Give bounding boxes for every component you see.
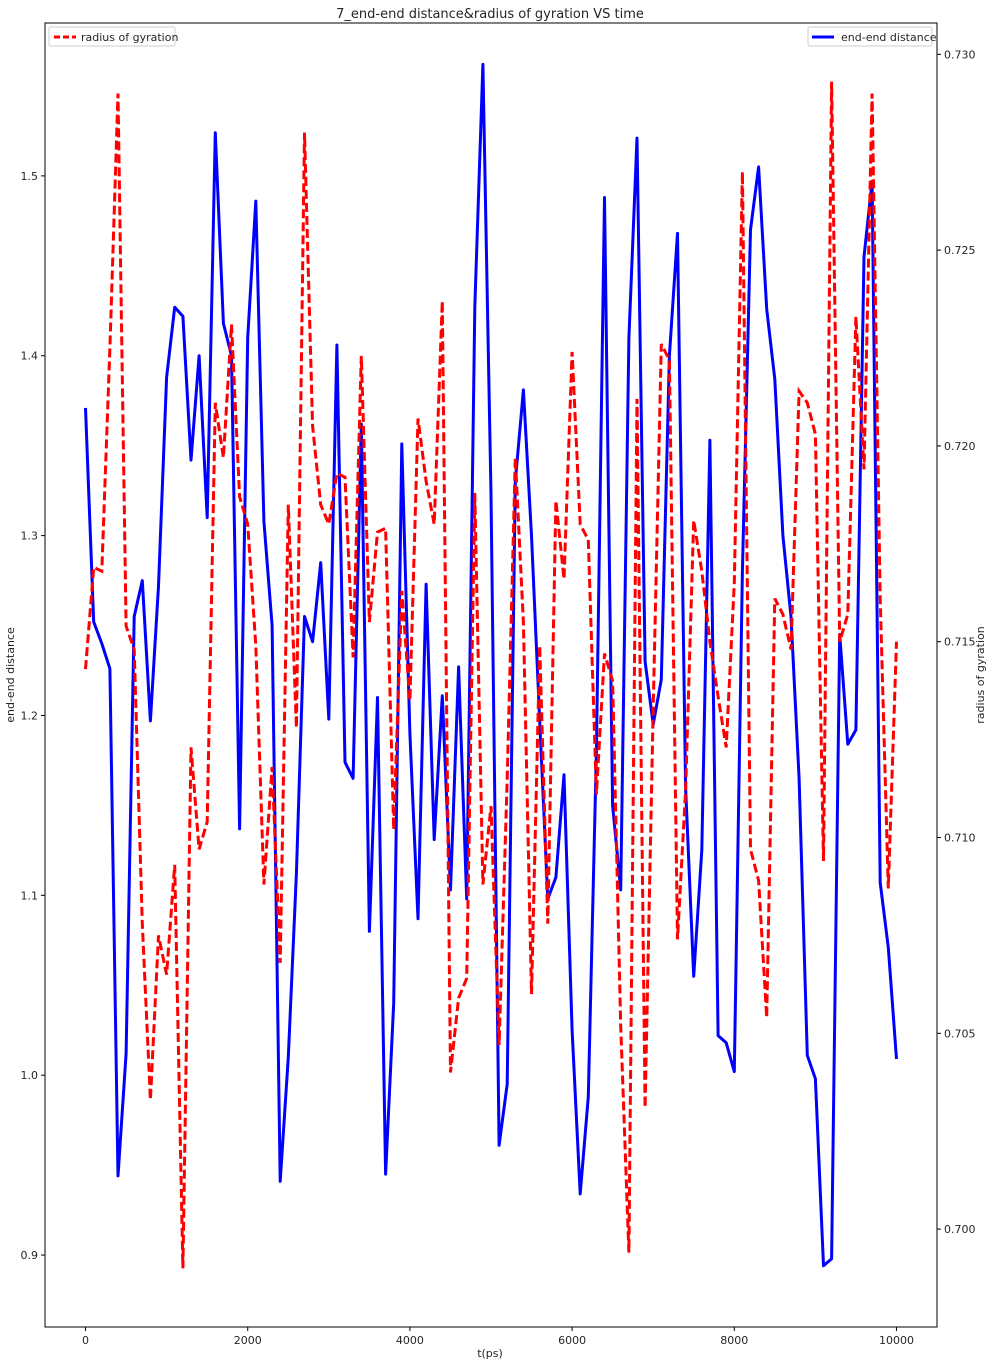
x-tick-label: 4000 xyxy=(396,1334,424,1347)
x-axis-label: t(ps) xyxy=(477,1347,503,1360)
legend-end-end-distance: end-end distance xyxy=(807,26,937,47)
legend-radius-of-gyration: radius of gyration xyxy=(48,26,178,47)
series-line-end-end-distance xyxy=(84,62,898,1268)
series-line-radius-of-gyration xyxy=(84,81,898,1269)
x-tick-label: 0 xyxy=(82,1334,89,1347)
y-axis-right: 0.700 0.705 0.710 0.715 0.720 0.725 0.730 xyxy=(937,48,976,1236)
y-axis-right-label: radius of gyration xyxy=(974,626,987,723)
legend-box-right xyxy=(807,26,933,47)
y-left-tick-label: 0.9 xyxy=(21,1249,39,1262)
y-axis-left: 0.9 1.0 1.1 1.2 1.3 1.4 1.5 xyxy=(21,170,45,1262)
y-right-tick-label: 0.715 xyxy=(944,636,976,649)
y-left-tick-label: 1.0 xyxy=(21,1069,39,1082)
y-left-tick-label: 1.5 xyxy=(21,170,39,183)
plot-area: 0 2000 4000 6000 8000 10000 0.9 1.0 1.1 1.2 1.3 1.… xyxy=(21,22,976,1347)
y-right-tick-label: 0.730 xyxy=(944,48,976,61)
y-left-tick-label: 1.4 xyxy=(21,350,39,363)
legend-label-radius-of-gyration: radius of gyration xyxy=(81,31,178,44)
series-layer xyxy=(84,62,898,1269)
y-right-tick-label: 0.705 xyxy=(944,1027,976,1040)
x-tick-label: 2000 xyxy=(234,1334,262,1347)
y-left-tick-label: 1.3 xyxy=(21,530,39,543)
y-left-tick-label: 1.1 xyxy=(21,889,39,902)
x-axis: 0 2000 4000 6000 8000 10000 xyxy=(82,1327,914,1347)
x-tick-label: 10000 xyxy=(879,1334,914,1347)
y-right-tick-label: 0.720 xyxy=(944,440,976,453)
legend-label-end-end-distance: end-end distance xyxy=(841,31,937,44)
y-right-tick-label: 0.710 xyxy=(944,832,976,845)
y-right-tick-label: 0.725 xyxy=(944,244,976,257)
x-tick-label: 6000 xyxy=(558,1334,586,1347)
legend-box-left xyxy=(48,26,176,47)
y-left-tick-label: 1.2 xyxy=(21,709,39,722)
x-tick-label: 8000 xyxy=(720,1334,748,1347)
chart-title: 7_end-end distance&radius of gyration VS… xyxy=(336,7,644,22)
y-right-tick-label: 0.700 xyxy=(944,1223,976,1236)
y-axis-left-label: end-end distance xyxy=(4,627,17,723)
plot-frame xyxy=(44,22,938,1328)
